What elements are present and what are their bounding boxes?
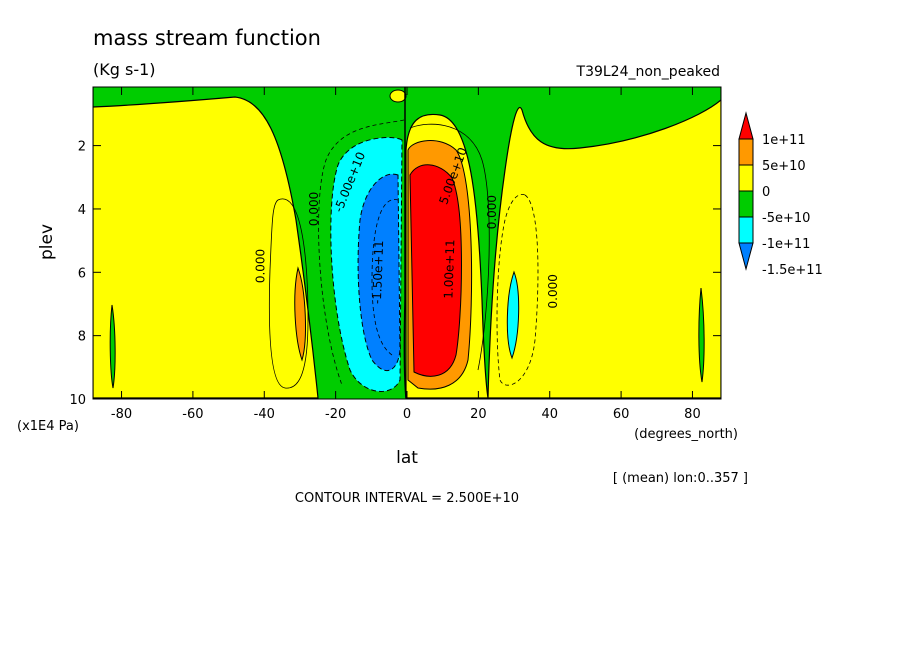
colorbar-label: 0 [762, 185, 770, 200]
x-tick-label: 40 [541, 407, 558, 422]
x-tick-label: -80 [111, 407, 132, 422]
mean-note: [ (mean) lon:0..357 ] [613, 471, 748, 486]
south-cell-contour [268, 198, 309, 389]
negative-sliver-north [698, 287, 705, 383]
south-cell-orange [294, 266, 306, 362]
y-units-label: (x1E4 Pa) [17, 419, 79, 434]
x-tick-label: 20 [470, 407, 487, 422]
run-label: T39L24_non_peaked [576, 64, 720, 80]
contour-interval-note: CONTOUR INTERVAL = 2.500E+10 [295, 491, 519, 506]
x-tick-label: 60 [613, 407, 630, 422]
positive-region-north [487, 87, 721, 399]
x-tick-label: 0 [403, 407, 411, 422]
y-tick-label: 2 [78, 140, 86, 155]
hadley-north-red [409, 164, 462, 377]
equator-contour [403, 87, 407, 399]
y-axis: 2 4 6 8 10 [69, 140, 721, 408]
hadley-north-outer [409, 123, 490, 371]
x-tick-label: -20 [325, 407, 346, 422]
x-tick-label: -40 [254, 407, 275, 422]
x-units-label: (degrees_north) [634, 427, 738, 442]
x-axis: -80 -60 -40 -20 0 20 40 60 80 [111, 87, 701, 422]
y-tick-label: 4 [78, 203, 86, 218]
colorbar-swatch [738, 138, 754, 166]
y-tick-label: 10 [69, 393, 86, 408]
colorbar-swatch [738, 164, 754, 192]
contour-label: 0.000 [307, 192, 321, 226]
x-axis-label: lat [396, 448, 418, 468]
hadley-south-blue [357, 173, 401, 372]
contour-label: 0.000 [253, 249, 267, 283]
x-tick-label: -60 [182, 407, 203, 422]
chart-units: (Kg s-1) [93, 60, 156, 79]
colorbar-label: 1e+11 [762, 133, 806, 148]
colorbar-label: 5e+10 [762, 159, 806, 174]
colorbar-label: -5e+10 [762, 211, 810, 226]
colorbar-label: -1.5e+11 [762, 263, 823, 278]
colorbar-label: -1e+11 [762, 237, 810, 252]
positive-region-south [93, 87, 319, 399]
negative-sliver-south [109, 304, 116, 389]
contour-label: 1.00e+11 [441, 239, 457, 299]
y-axis-label: plev [37, 224, 57, 260]
colorbar: 1e+11 5e+10 0 -5e+10 -1e+11 -1.5e+11 [738, 111, 823, 278]
contour-label: -1.50e+11 [370, 240, 386, 304]
x-tick-label: 80 [684, 407, 701, 422]
y-tick-label: 8 [78, 330, 86, 345]
plot-area [93, 87, 721, 399]
hadley-south-inner [371, 199, 399, 356]
contour-label: 0.000 [546, 274, 560, 308]
chart-title: mass stream function [93, 26, 321, 50]
hadley-south-outer [318, 119, 405, 386]
y-tick-label: 6 [78, 266, 86, 281]
north-cell-contour [496, 193, 539, 386]
positive-bubble-top [389, 89, 407, 103]
colorbar-swatch [738, 216, 754, 244]
contour-label: 0.000 [485, 195, 499, 229]
north-cell-cyan [506, 270, 520, 360]
colorbar-swatch [738, 190, 754, 218]
colorbar-swatch [738, 242, 754, 271]
colorbar-swatch [738, 111, 754, 140]
